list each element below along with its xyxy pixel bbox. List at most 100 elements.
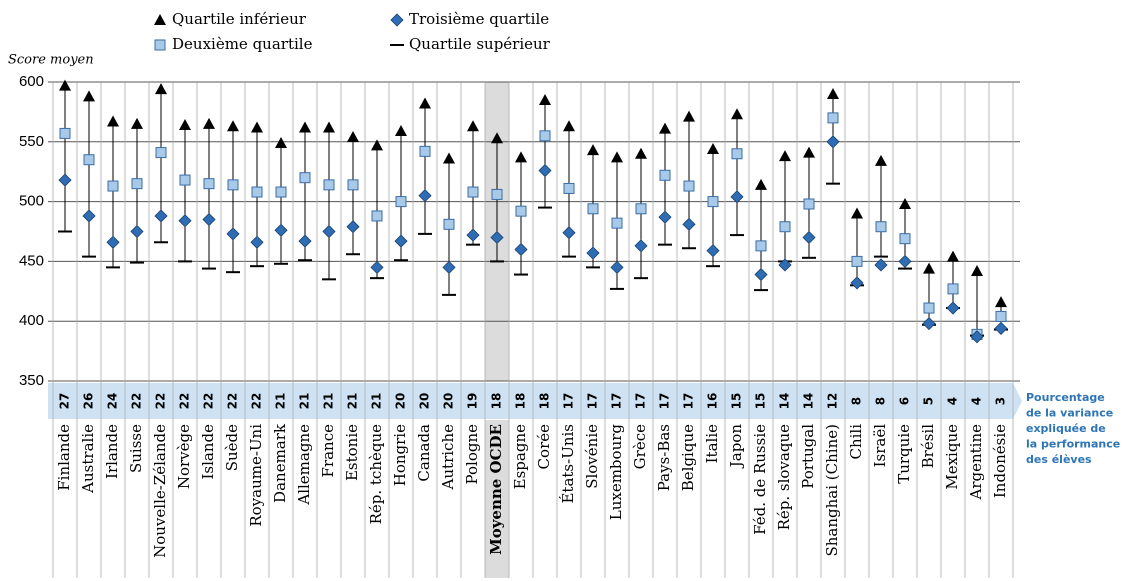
variance-label: 21: [370, 393, 384, 410]
x-tick-label: Autriche: [439, 424, 457, 491]
y-tick-label: 500: [19, 193, 44, 210]
marker-triangle: [107, 115, 119, 127]
x-tick-label: Italie: [703, 424, 721, 463]
x-tick-label: Rép. tchèque: [367, 424, 385, 525]
marker-triangle: [683, 110, 695, 122]
variance-label: 22: [202, 393, 216, 410]
marker-diamond: [322, 224, 336, 239]
variance-label: 14: [778, 393, 792, 410]
marker-triangle: [659, 122, 671, 134]
marker-triangle: [203, 117, 215, 129]
variance-label: 18: [490, 393, 504, 410]
variance-label: 8: [874, 397, 888, 405]
legend-label: Quartile supérieur: [409, 35, 551, 53]
marker-square: [275, 186, 287, 198]
marker-diamond: [202, 212, 216, 227]
variance-label: 17: [562, 393, 576, 410]
marker-diamond: [778, 258, 792, 272]
marker-triangle: [83, 90, 95, 102]
marker-diamond: [442, 260, 456, 274]
variance-label: 3: [994, 397, 1008, 405]
marker-square: [875, 221, 887, 233]
marker-square: [923, 302, 935, 314]
variance-label: 22: [154, 393, 168, 410]
marker-diamond: [634, 239, 648, 253]
marker-triangle: [971, 264, 983, 276]
marker-diamond: [514, 242, 528, 257]
variance-label: 18: [538, 393, 552, 410]
legend-marker: [390, 13, 404, 27]
marker-diamond: [154, 209, 168, 223]
marker-square: [827, 112, 839, 124]
marker-triangle: [851, 207, 863, 219]
marker-triangle: [899, 197, 911, 209]
x-tick-label: Finlande: [55, 424, 73, 491]
y-axis-label: Score moyen: [8, 53, 94, 68]
marker-square: [803, 198, 815, 210]
marker-square: [467, 186, 479, 198]
variance-label: 4: [970, 397, 984, 405]
marker-triangle: [467, 120, 479, 132]
marker-square: [251, 186, 263, 198]
marker-triangle: [131, 117, 143, 129]
marker-triangle: [563, 120, 575, 132]
x-tick-label: Irlande: [103, 424, 121, 479]
x-tick-label: États-Unis: [559, 424, 577, 504]
marker-triangle: [155, 83, 167, 95]
marker-square: [371, 210, 383, 222]
marker-triangle: [707, 142, 719, 154]
marker-triangle: [515, 151, 527, 163]
marker-diamond: [394, 234, 408, 248]
variance-label: 17: [610, 393, 624, 410]
variance-label: 22: [178, 393, 192, 410]
x-tick-label: Brésil: [919, 424, 937, 469]
marker-triangle: [923, 262, 935, 274]
variance-label: 22: [130, 393, 144, 410]
variance-title: la performance: [1026, 438, 1120, 451]
x-tick-label: Royaume-Uni: [247, 424, 265, 527]
marker-diamond: [418, 189, 432, 203]
legend-label: Quartile inférieur: [172, 10, 307, 28]
marker-square: [347, 179, 359, 191]
marker-square: [779, 221, 791, 233]
variance-label: 14: [802, 393, 816, 410]
marker-diamond: [682, 217, 696, 231]
x-tick-label: Japon: [727, 424, 745, 470]
x-tick-label: Turquie: [895, 424, 913, 484]
marker-triangle: [731, 108, 743, 120]
marker-square: [539, 130, 551, 142]
marker-square: [83, 154, 95, 166]
variance-label: 21: [346, 393, 360, 410]
marker-square: [587, 203, 599, 215]
marker-diamond: [490, 230, 504, 245]
marker-square: [755, 240, 767, 252]
legend-label: Troisième quartile: [409, 10, 549, 28]
marker-diamond: [346, 220, 360, 234]
variance-label: 20: [394, 393, 408, 410]
marker-square: [707, 196, 719, 208]
marker-diamond: [250, 235, 264, 249]
marker-square: [395, 196, 407, 208]
variance-label: 21: [322, 393, 336, 410]
marker-triangle: [803, 146, 815, 158]
variance-label: 6: [898, 397, 912, 405]
marker-triangle: [947, 250, 959, 262]
marker-square: [659, 169, 671, 181]
y-tick-label: 350: [19, 372, 44, 389]
marker-square: [323, 179, 335, 191]
x-tick-label: Suisse: [127, 424, 145, 473]
variance-label: 22: [250, 393, 264, 410]
marker-triangle: [419, 97, 431, 109]
marker-square: [227, 179, 239, 191]
x-tick-label: Féd. de Russie: [751, 424, 769, 535]
x-tick-label: Belgique: [679, 424, 697, 491]
marker-diamond: [274, 223, 288, 237]
marker-diamond: [466, 228, 480, 242]
x-tick-label: Slovénie: [583, 424, 601, 489]
y-tick-label: 400: [19, 312, 44, 329]
marker-triangle: [539, 93, 551, 105]
marker-square: [731, 148, 743, 160]
marker-diamond: [874, 258, 888, 272]
x-tick-label: Rép. slovaque: [775, 424, 793, 531]
marker-square: [611, 217, 623, 229]
